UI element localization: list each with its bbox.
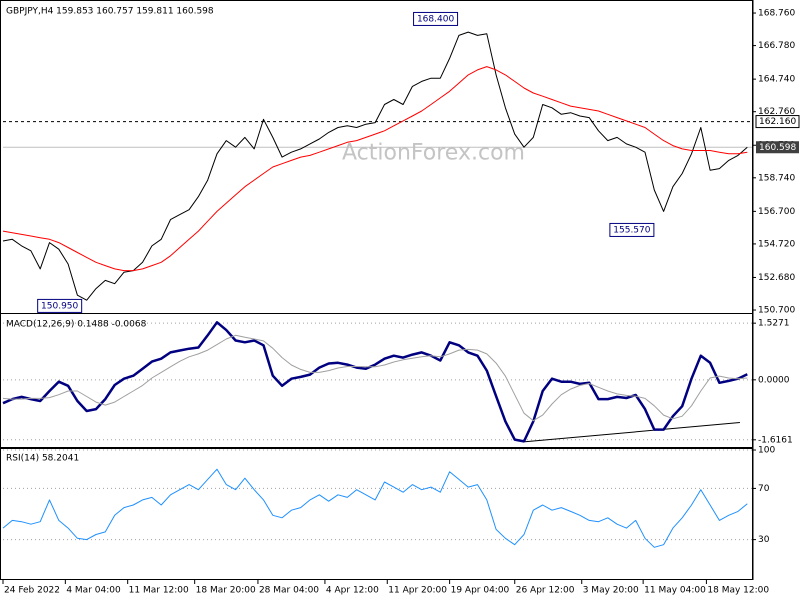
panel-title: GBPJPY,H4 159.853 160.757 159.811 160.59… [6, 7, 214, 17]
x-tick-label: 11 Apr 20:00 [388, 586, 447, 596]
y-tick-label: 0.0000 [758, 375, 790, 385]
x-tick-label: 28 Mar 04:00 [259, 586, 319, 596]
y-tick-label: 168.760 [758, 9, 795, 19]
x-tick-label: 26 Apr 12:00 [516, 586, 575, 596]
price-label: 160.598 [759, 143, 796, 153]
y-tick-label: -1.6161 [758, 435, 793, 445]
annotation-box [37, 298, 83, 313]
x-tick-label: 19 Apr 04:00 [451, 586, 510, 596]
y-tick-label: 1.5271 [758, 319, 790, 329]
annotation-label: 150.950 [41, 301, 78, 311]
y-tick-label: 158.740 [758, 173, 795, 183]
x-tick-label: 4 Mar 04:00 [66, 586, 121, 596]
x-tick-label: 24 Feb 2022 [4, 586, 60, 596]
y-tick-label: 150.700 [758, 306, 795, 316]
series-line [2, 468, 748, 548]
series-line [2, 321, 748, 443]
level-box [755, 115, 800, 129]
panel-frame [0, 313, 754, 449]
x-tick-label: 11 May 04:00 [644, 586, 706, 596]
annotation-box [413, 11, 459, 26]
x-tick-label: 18 Mar 20:00 [196, 586, 256, 596]
x-tick-label: 3 May 20:00 [583, 586, 639, 596]
price-box [756, 141, 799, 154]
x-tick-label: 11 Mar 12:00 [129, 586, 189, 596]
annotation-label: 168.400 [417, 14, 454, 24]
y-tick-label: 166.780 [758, 41, 795, 51]
annotation-box [609, 222, 655, 237]
x-tick-label: 4 Apr 12:00 [326, 586, 379, 596]
panel-title: RSI(14) 58.2041 [6, 454, 79, 464]
level-label: 162.160 [759, 117, 796, 127]
watermark: ActionForex.com [342, 141, 525, 166]
y-tick-label: 70 [758, 484, 770, 494]
x-tick-label: 18 May 12:00 [707, 586, 769, 596]
trendline [524, 422, 740, 443]
panel-frame [0, 447, 754, 580]
series-line [2, 334, 748, 422]
y-tick-label: 164.740 [758, 75, 795, 85]
panel-title: MACD(12,26,9) 0.1488 -0.0068 [6, 320, 147, 330]
series-line [2, 66, 748, 272]
y-tick-label: 154.720 [758, 239, 795, 249]
series-line [2, 31, 748, 301]
y-tick-label: 100 [758, 446, 775, 456]
y-tick-label: 152.680 [758, 273, 795, 283]
y-tick-label: 30 [758, 535, 770, 545]
y-tick-label: 162.760 [758, 107, 795, 117]
y-tick-label: 156.700 [758, 207, 795, 217]
annotation-label: 155.570 [613, 225, 650, 235]
